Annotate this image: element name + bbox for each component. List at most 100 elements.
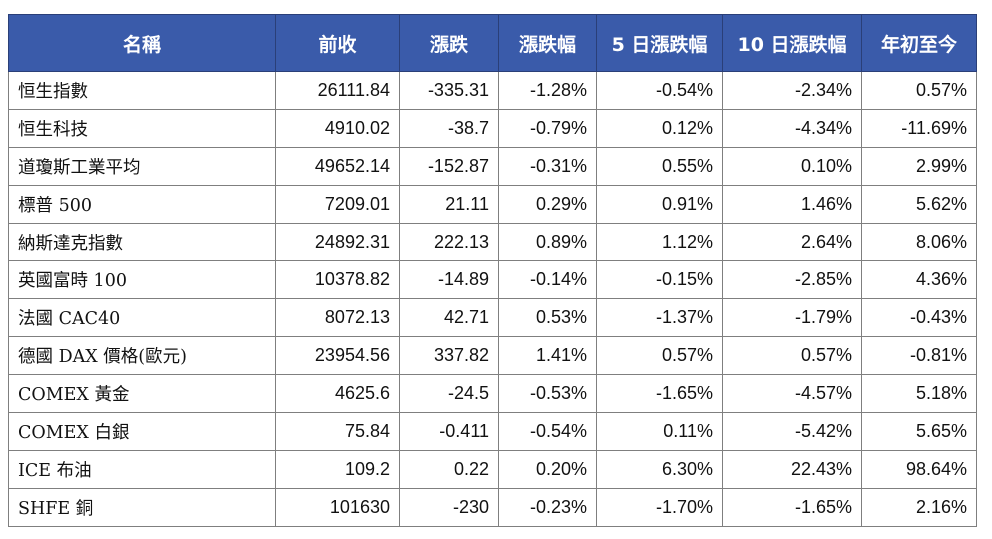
column-header-change: 漲跌 [399, 14, 499, 72]
change-pct-cell: -0.79% [498, 108, 597, 148]
instrument-name-cell: SHFE 銅 [8, 487, 276, 527]
change-pct-cell: 1.41% [498, 336, 597, 376]
change-10d-cell: -5.42% [722, 412, 862, 451]
table-row: 英國富時 100 10378.82 -14.89 -0.14% -0.15% -2.85%… [8, 260, 977, 300]
instrument-name-cell: ICE 布油 [8, 449, 276, 489]
change-cell: 337.82 [399, 336, 499, 376]
change-5d-cell: -0.54% [596, 71, 723, 110]
instrument-name-cell: 英國富時 100 [8, 260, 276, 300]
ytd-cell: 5.62% [861, 184, 977, 224]
prev-close-cell: 8072.13 [275, 298, 400, 338]
prev-close-cell: 4625.6 [275, 374, 400, 414]
change-cell: 222.13 [399, 222, 499, 262]
change-10d-cell: 0.10% [722, 146, 862, 186]
change-5d-cell: 0.11% [596, 412, 723, 451]
prev-close-cell: 75.84 [275, 412, 400, 451]
instrument-name-cell: 德國 DAX 價格(歐元) [8, 336, 276, 376]
table-row: SHFE 銅 101630 -230 -0.23% -1.70% -1.65% 2.16% [8, 487, 977, 527]
table-row: 恒生科技 4910.02 -38.7 -0.79% 0.12% -4.34% -11.69% [8, 108, 977, 148]
instrument-name-cell: 恒生科技 [8, 108, 276, 148]
table-body: 恒生指數 26111.84 -335.31 -1.28% -0.54% -2.34% 0.5… [8, 71, 977, 527]
column-header-name: 名稱 [8, 14, 276, 72]
change-5d-cell: -0.15% [596, 260, 723, 300]
table-row: 納斯達克指數 24892.31 222.13 0.89% 1.12% 2.64% 8.06% [8, 222, 977, 262]
ytd-cell: 98.64% [861, 449, 977, 489]
table-row: COMEX 黃金 4625.6 -24.5 -0.53% -1.65% -4.57% 5.1… [8, 374, 977, 414]
change-pct-cell: 0.29% [498, 184, 597, 224]
change-pct-cell: -0.53% [498, 374, 597, 414]
instrument-name-cell: COMEX 白銀 [8, 412, 276, 451]
change-10d-cell: -1.65% [722, 487, 862, 527]
table-row: COMEX 白銀 75.84 -0.411 -0.54% 0.11% -5.42% 5.65… [8, 412, 977, 451]
change-5d-cell: -1.65% [596, 374, 723, 414]
prev-close-cell: 49652.14 [275, 146, 400, 186]
change-cell: -38.7 [399, 108, 499, 148]
change-10d-cell: -2.34% [722, 71, 862, 110]
column-header-change-pct: 漲跌幅 [498, 14, 597, 72]
instrument-name-cell: 恒生指數 [8, 71, 276, 110]
ytd-cell: -11.69% [861, 108, 977, 148]
table-row: 標普 500 7209.01 21.11 0.29% 0.91% 1.46% 5.62% [8, 184, 977, 224]
change-cell: -335.31 [399, 71, 499, 110]
change-10d-cell: 22.43% [722, 449, 862, 489]
change-5d-cell: 0.12% [596, 108, 723, 148]
change-10d-cell: 1.46% [722, 184, 862, 224]
change-cell: -0.411 [399, 412, 499, 451]
instrument-name-cell: 道瓊斯工業平均 [8, 146, 276, 186]
prev-close-cell: 7209.01 [275, 184, 400, 224]
ytd-cell: 2.16% [861, 487, 977, 527]
change-pct-cell: 0.53% [498, 298, 597, 338]
change-10d-cell: 0.57% [722, 336, 862, 376]
ytd-cell: -0.81% [861, 336, 977, 376]
table-header-row: 名稱 前收 漲跌 漲跌幅 5 日漲跌幅 10 日漲跌幅 年初至今 [8, 14, 977, 72]
ytd-cell: -0.43% [861, 298, 977, 338]
change-cell: -14.89 [399, 260, 499, 300]
change-5d-cell: 0.57% [596, 336, 723, 376]
change-cell: 21.11 [399, 184, 499, 224]
prev-close-cell: 101630 [275, 487, 400, 527]
prev-close-cell: 4910.02 [275, 108, 400, 148]
instrument-name-cell: 標普 500 [8, 184, 276, 224]
ytd-cell: 4.36% [861, 260, 977, 300]
change-pct-cell: -1.28% [498, 71, 597, 110]
column-header-change-10d: 10 日漲跌幅 [722, 14, 862, 72]
change-pct-cell: -0.54% [498, 412, 597, 451]
change-cell: -230 [399, 487, 499, 527]
change-cell: -24.5 [399, 374, 499, 414]
ytd-cell: 0.57% [861, 71, 977, 110]
column-header-change-5d: 5 日漲跌幅 [596, 14, 723, 72]
instrument-name-cell: COMEX 黃金 [8, 374, 276, 414]
change-cell: 0.22 [399, 449, 499, 489]
change-5d-cell: 6.30% [596, 449, 723, 489]
prev-close-cell: 23954.56 [275, 336, 400, 376]
change-10d-cell: -1.79% [722, 298, 862, 338]
ytd-cell: 2.99% [861, 146, 977, 186]
change-pct-cell: -0.31% [498, 146, 597, 186]
change-pct-cell: -0.23% [498, 487, 597, 527]
change-10d-cell: -4.34% [722, 108, 862, 148]
prev-close-cell: 24892.31 [275, 222, 400, 262]
ytd-cell: 5.18% [861, 374, 977, 414]
change-pct-cell: 0.20% [498, 449, 597, 489]
column-header-prev-close: 前收 [275, 14, 400, 72]
change-5d-cell: -1.70% [596, 487, 723, 527]
table-row: 法國 CAC40 8072.13 42.71 0.53% -1.37% -1.79% -0.… [8, 298, 977, 338]
table-row: 恒生指數 26111.84 -335.31 -1.28% -0.54% -2.34% 0.5… [8, 71, 977, 110]
ytd-cell: 8.06% [861, 222, 977, 262]
change-pct-cell: 0.89% [498, 222, 597, 262]
prev-close-cell: 26111.84 [275, 71, 400, 110]
table-row: ICE 布油 109.2 0.22 0.20% 6.30% 22.43% 98.64% [8, 449, 977, 489]
column-header-ytd: 年初至今 [861, 14, 977, 72]
change-10d-cell: -4.57% [722, 374, 862, 414]
change-10d-cell: 2.64% [722, 222, 862, 262]
prev-close-cell: 10378.82 [275, 260, 400, 300]
prev-close-cell: 109.2 [275, 449, 400, 489]
change-5d-cell: 0.55% [596, 146, 723, 186]
change-5d-cell: 0.91% [596, 184, 723, 224]
change-cell: 42.71 [399, 298, 499, 338]
instrument-name-cell: 法國 CAC40 [8, 298, 276, 338]
change-pct-cell: -0.14% [498, 260, 597, 300]
table-row: 德國 DAX 價格(歐元) 23954.56 337.82 1.41% 0.57% 0.5… [8, 336, 977, 376]
ytd-cell: 5.65% [861, 412, 977, 451]
change-cell: -152.87 [399, 146, 499, 186]
